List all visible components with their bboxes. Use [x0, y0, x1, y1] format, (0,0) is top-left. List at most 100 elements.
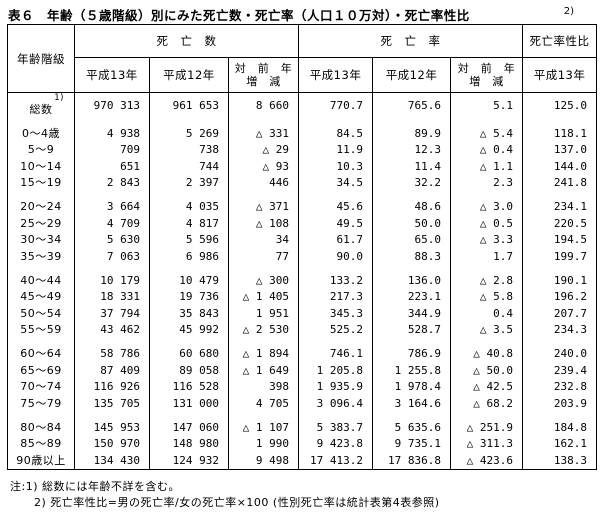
deaths-h13-cell: 651: [74, 158, 150, 175]
sex-ratio-cell: 234.3: [522, 321, 598, 338]
deaths-diff-cell: △ 331: [227, 117, 300, 142]
rate-diff-cell: △ 0.5: [450, 215, 524, 232]
age-cell: 40〜44: [7, 264, 75, 289]
deaths-h12-cell: 4 035: [149, 191, 229, 215]
table-body: 1) 総数 970 313 961 653 8 660 770.7 765.6 5…: [7, 92, 598, 469]
table-row: 15〜19 2 843 2 397 446 34.5 32.2 2.3 241.…: [7, 174, 598, 191]
rate-h12-cell: 786.9: [372, 338, 452, 362]
deaths-diff-cell: △ 300: [227, 264, 300, 289]
sex-ratio-cell: 199.7: [522, 248, 598, 265]
deaths-diff-cell: △ 1 107: [227, 411, 300, 436]
sex-ratio-cell: 138.3: [522, 452, 598, 469]
rate-h12-cell: 1 978.4: [372, 378, 452, 395]
rate-h12-cell: 5 635.6: [372, 411, 452, 436]
rate-diff-cell: △ 68.2: [450, 395, 524, 412]
deaths-h13-cell: 7 063: [74, 248, 150, 265]
deaths-h12-cell: 4 817: [149, 215, 229, 232]
table-row: 45〜49 18 331 19 736 △ 1 405 217.3 223.1 …: [7, 288, 598, 305]
deaths-h12-cell: 45 992: [149, 321, 229, 338]
deaths-diff-cell: 9 498: [227, 452, 300, 469]
rate-diff-cell: △ 42.5: [450, 378, 524, 395]
deaths-diff-cell: 1 990: [227, 435, 300, 452]
note-ref-2: 2): [563, 6, 574, 17]
deaths-diff-cell: △ 1 405: [227, 288, 300, 305]
sex-ratio-cell: 144.0: [522, 158, 598, 175]
deaths-diff-cell: △ 93: [227, 158, 300, 175]
deaths-h12-cell: 124 932: [149, 452, 229, 469]
sex-ratio-cell: 241.8: [522, 174, 598, 191]
rate-h13-cell: 11.9: [298, 141, 374, 158]
rate-h13-cell: 3 096.4: [298, 395, 374, 412]
rate-diff-cell: △ 251.9: [450, 411, 524, 436]
rate-h13-cell: 90.0: [298, 248, 374, 265]
header-rate-diff: 対 前 年 増 減: [450, 57, 524, 93]
deaths-h12-cell: 35 843: [149, 305, 229, 322]
rate-diff-cell: △ 3.3: [450, 231, 524, 248]
header-deaths-h13: 平成13年: [74, 57, 150, 93]
rate-diff-cell: △ 1.1: [450, 158, 524, 175]
statistics-table: 年齢階級 死 亡 数 死 亡 率 死亡率性比 平成13年 平成12年 対 前 年…: [7, 24, 598, 470]
rate-diff-cell: 5.1: [450, 92, 524, 118]
rate-h13-cell: 525.2: [298, 321, 374, 338]
rate-diff-cell: △ 0.4: [450, 141, 524, 158]
rate-h13-cell: 1 205.8: [298, 362, 374, 379]
deaths-h12-cell: 961 653: [149, 92, 229, 118]
rate-h12-cell: 223.1: [372, 288, 452, 305]
table-row: 1) 総数 970 313 961 653 8 660 770.7 765.6 5…: [7, 92, 598, 118]
header-deaths-h12: 平成12年: [149, 57, 229, 93]
table-row: 80〜84 145 953 147 060 △ 1 107 5 383.7 5 …: [7, 411, 598, 436]
rate-diff-cell: 2.3: [450, 174, 524, 191]
deaths-h12-cell: 19 736: [149, 288, 229, 305]
rate-h12-cell: 1 255.8: [372, 362, 452, 379]
table-row: 50〜54 37 794 35 843 1 951 345.3 344.9 0.…: [7, 305, 598, 322]
deaths-h13-cell: 116 926: [74, 378, 150, 395]
table-row: 35〜39 7 063 6 986 77 90.0 88.3 1.7 199.7: [7, 248, 598, 265]
table-header: 年齢階級 死 亡 数 死 亡 率 死亡率性比 平成13年 平成12年 対 前 年…: [7, 24, 598, 93]
deaths-h13-cell: 3 664: [74, 191, 150, 215]
sex-ratio-cell: 137.0: [522, 141, 598, 158]
footnote-2: 2) 死亡率性比=男の死亡率/女の死亡率×100 (性別死亡率は統計表第4表参照…: [34, 495, 440, 509]
table-row: 75〜79 135 705 131 000 4 705 3 096.4 3 16…: [7, 395, 598, 412]
rate-diff-cell: 1.7: [450, 248, 524, 265]
rate-diff-cell: △ 50.0: [450, 362, 524, 379]
deaths-diff-cell: 446: [227, 174, 300, 191]
table-row: 60〜64 58 786 60 680 △ 1 894 746.1 786.9 …: [7, 338, 598, 362]
table-row: 5〜9 709 738 △ 29 11.9 12.3 △ 0.4 137.0: [7, 141, 598, 158]
age-cell: 90歳以上: [7, 452, 75, 469]
header-sex-ratio-h13: 平成13年: [522, 57, 598, 93]
rate-diff-cell: △ 40.8: [450, 338, 524, 362]
sex-ratio-cell: 220.5: [522, 215, 598, 232]
header-rate-h13: 平成13年: [298, 57, 374, 93]
footnotes: 注:1) 総数には年齢不詳を含む。 2) 死亡率性比=男の死亡率/女の死亡率×1…: [10, 479, 604, 511]
rate-h13-cell: 45.6: [298, 191, 374, 215]
deaths-h13-cell: 43 462: [74, 321, 150, 338]
deaths-h12-cell: 2 397: [149, 174, 229, 191]
deaths-h12-cell: 131 000: [149, 395, 229, 412]
rate-h13-cell: 345.3: [298, 305, 374, 322]
deaths-h13-cell: 970 313: [74, 92, 150, 118]
deaths-diff-cell: 4 705: [227, 395, 300, 412]
header-rate-h12: 平成12年: [372, 57, 452, 93]
deaths-diff-cell: △ 1 649: [227, 362, 300, 379]
rate-h13-cell: 84.5: [298, 117, 374, 142]
deaths-diff-cell: △ 29: [227, 141, 300, 158]
deaths-h13-cell: 58 786: [74, 338, 150, 362]
rate-h13-cell: 5 383.7: [298, 411, 374, 436]
rate-diff-cell: △ 311.3: [450, 435, 524, 452]
deaths-diff-cell: 77: [227, 248, 300, 265]
sex-ratio-cell: 190.1: [522, 264, 598, 289]
rate-h13-cell: 770.7: [298, 92, 374, 118]
deaths-h13-cell: 709: [74, 141, 150, 158]
rate-h12-cell: 528.7: [372, 321, 452, 338]
rate-h12-cell: 12.3: [372, 141, 452, 158]
age-cell: 1) 総数: [7, 92, 75, 118]
rate-h13-cell: 217.3: [298, 288, 374, 305]
sex-ratio-cell: 194.5: [522, 231, 598, 248]
age-cell: 5〜9: [7, 141, 75, 158]
rate-h13-cell: 133.2: [298, 264, 374, 289]
deaths-h13-cell: 87 409: [74, 362, 150, 379]
rate-diff-cell: △ 3.5: [450, 321, 524, 338]
deaths-h12-cell: 116 528: [149, 378, 229, 395]
age-cell: 10〜14: [7, 158, 75, 175]
